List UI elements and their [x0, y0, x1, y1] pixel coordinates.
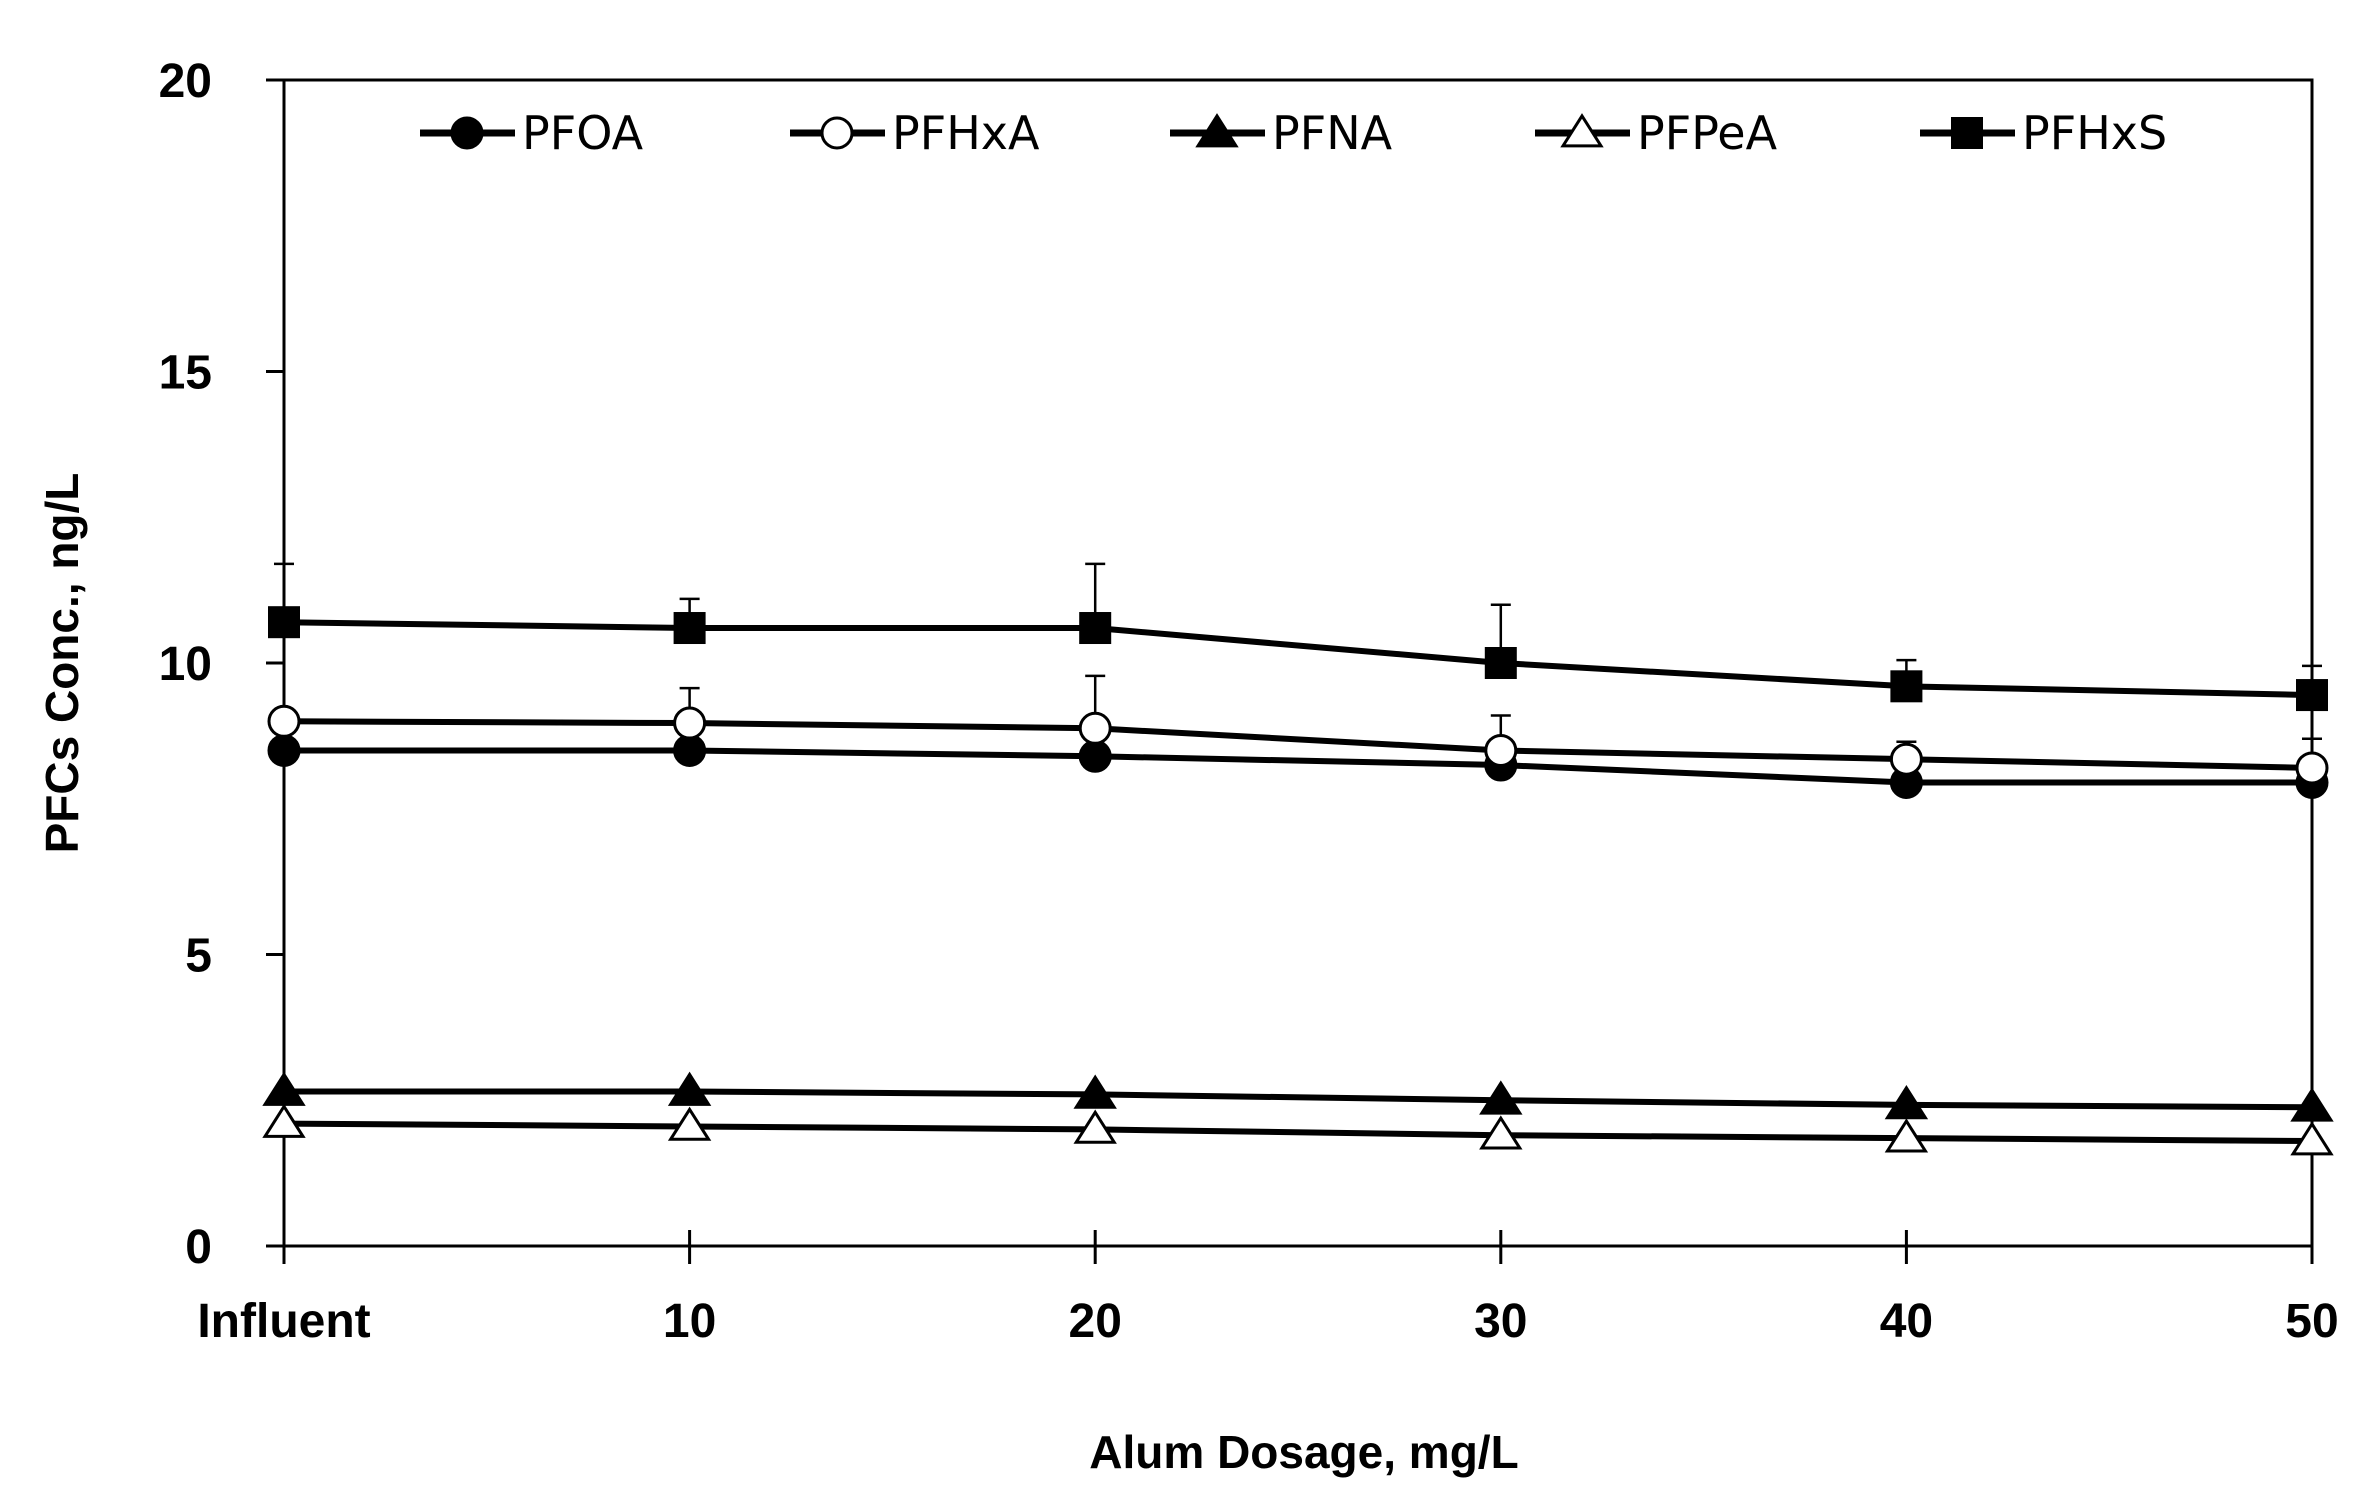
y-tick-label: 15 [159, 347, 212, 400]
data-point [2290, 1087, 2334, 1122]
y-tick-label: 0 [185, 1221, 212, 1274]
y-tick-label: 20 [159, 55, 212, 108]
data-point [1889, 742, 1923, 776]
x-tick-label: 40 [1880, 1295, 1933, 1348]
y-tick-label: 10 [159, 638, 212, 691]
data-point [1195, 113, 1239, 148]
y-tick-label: 5 [185, 930, 212, 983]
x-tick-label: Influent [197, 1295, 370, 1348]
series-line-pfpea [283, 1120, 2313, 1145]
data-point [267, 704, 301, 738]
data-point [673, 733, 707, 767]
legend-item-pfna: PFNA [1170, 106, 1393, 160]
data-point [1884, 1085, 1929, 1120]
x-tick-label: 30 [1474, 1295, 1527, 1348]
y-axis-title: PFCs Conc., ng/L [36, 473, 88, 854]
data-point [673, 612, 706, 645]
series-line-layer [283, 619, 2313, 1145]
data-point [820, 116, 854, 150]
data-point [667, 1071, 712, 1106]
series-line-pfoa [284, 747, 2312, 786]
tick-layer: 0 5 10 15 20 Influent 10 20 30 40 50 [159, 55, 2339, 1348]
x-tick-label: 20 [1069, 1295, 1122, 1348]
series-line-pfhxa [283, 718, 2313, 771]
legend-label: PFOA [522, 106, 644, 160]
legend-label: PFNA [1272, 106, 1393, 160]
data-point [1560, 113, 1604, 148]
data-point [2295, 751, 2329, 785]
data-point [673, 706, 707, 740]
marker-layer [262, 606, 2334, 1156]
legend-item-pfhxs: PFHxS [1920, 106, 2167, 160]
legend-label: PFHxA [892, 106, 1040, 160]
data-point [1073, 1074, 1117, 1109]
data-point [262, 1103, 306, 1138]
data-point [1484, 733, 1518, 767]
series-line-pfna [284, 1088, 2313, 1111]
plot-area [282, 78, 2314, 1248]
data-point [268, 606, 300, 639]
data-point [1479, 1080, 1523, 1115]
legend-label: PFPeA [1637, 106, 1778, 160]
data-point [2290, 1121, 2334, 1156]
x-tick-label: 50 [2285, 1295, 2338, 1348]
data-point [1079, 612, 1112, 645]
legend: PFOA PFHxA PFNA PFPeA PFHxS [420, 106, 2167, 160]
data-point [667, 1106, 712, 1141]
data-point [450, 116, 484, 150]
legend-item-pfoa: PFOA [420, 106, 644, 160]
data-point [1073, 1109, 1117, 1144]
data-point [1479, 1115, 1523, 1150]
x-tick-label: 10 [663, 1295, 716, 1348]
data-point [1890, 670, 1923, 703]
data-point [1078, 739, 1112, 773]
data-point [1078, 711, 1112, 745]
legend-label: PFHxS [2022, 106, 2167, 160]
data-point [1484, 647, 1517, 679]
data-point [1951, 117, 1983, 149]
data-point [1884, 1118, 1929, 1153]
x-axis-title: Alum Dosage, mg/L [1089, 1426, 1518, 1478]
series-line-pfhxs [283, 619, 2313, 699]
legend-item-pfpea: PFPeA [1535, 106, 1778, 160]
data-point [267, 733, 301, 767]
legend-item-pfhxa: PFHxA [790, 106, 1040, 160]
data-point [2296, 679, 2328, 712]
